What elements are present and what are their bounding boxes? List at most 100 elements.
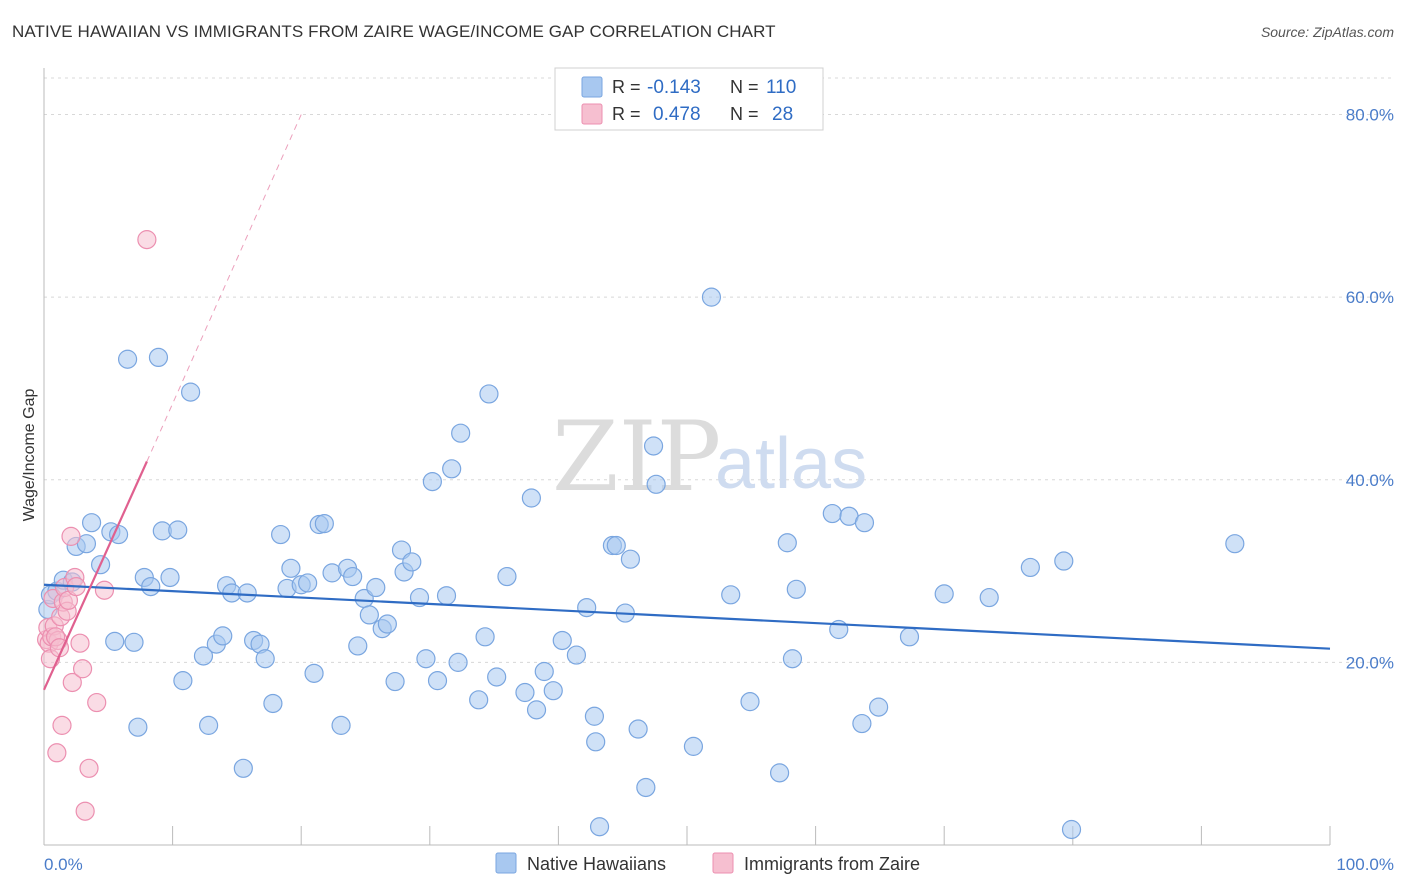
point-native-hawaiians-19 — [160, 567, 180, 588]
point-native-hawaiians-56 — [402, 552, 422, 572]
bottom-legend-immigrants-from-zaire: Immigrants from Zaire — [744, 854, 920, 874]
point-immigrants-from-zaire-19 — [70, 633, 90, 653]
point-native-hawaiians-103 — [899, 627, 920, 647]
point-native-hawaiians-24 — [199, 715, 219, 735]
point-native-hawaiians-21 — [173, 671, 193, 691]
point-native-hawaiians-95 — [782, 649, 803, 669]
point-native-hawaiians-63 — [448, 652, 468, 672]
point-native-hawaiians-89 — [683, 736, 704, 756]
legend-r-value-1: -0.143 — [647, 77, 701, 98]
point-native-hawaiians-73 — [534, 661, 554, 682]
bottom-legend-native-hawaiians: Native Hawaiians — [527, 854, 666, 874]
point-native-hawaiians-68 — [487, 667, 507, 687]
point-native-hawaiians-82 — [606, 535, 626, 556]
point-native-hawaiians-77 — [577, 597, 597, 618]
point-native-hawaiians-87 — [643, 436, 664, 456]
point-native-hawaiians-10 — [105, 631, 125, 651]
point-native-hawaiians-20 — [168, 520, 188, 540]
point-native-hawaiians-72 — [526, 700, 547, 720]
point-native-hawaiians-35 — [271, 524, 291, 545]
legend-n-value-1: 110 — [766, 77, 796, 98]
point-immigrants-from-zaire-10 — [52, 715, 72, 735]
point-native-hawaiians-86 — [636, 777, 656, 798]
point-immigrants-from-zaire-16 — [62, 672, 82, 693]
bottom-legend-swatch-blue — [495, 852, 517, 874]
y-tick-label-1: 40.0% — [1346, 471, 1394, 490]
legend-r-value-2: 0.478 — [653, 104, 701, 125]
point-native-hawaiians-69 — [497, 566, 517, 587]
legend-r-label-2: R = — [612, 104, 641, 124]
point-native-hawaiians-84 — [620, 549, 641, 569]
point-native-hawaiians-96 — [786, 579, 806, 599]
point-native-hawaiians-67 — [479, 384, 499, 404]
legend-n-label-1: N = — [730, 77, 759, 97]
point-native-hawaiians-26 — [213, 626, 233, 646]
source-label: Source: ZipAtlas.com — [1260, 24, 1394, 40]
point-native-hawaiians-61 — [436, 586, 457, 606]
x-tick-label-1: 100.0% — [1336, 855, 1394, 874]
correlation-legend: R = -0.143 N = 110 R = 0.478 N = 28 — [554, 67, 824, 131]
point-native-hawaiians-16 — [141, 576, 161, 597]
point-native-hawaiians-88 — [646, 474, 666, 494]
point-native-hawaiians-75 — [552, 630, 572, 651]
series-immigrants-from-zaire — [36, 230, 157, 821]
point-native-hawaiians-80 — [589, 817, 610, 837]
legend-n-label-2: N = — [730, 104, 759, 124]
point-native-hawaiians-91 — [721, 585, 741, 605]
trend-immigrants-from-zaire — [42, 461, 148, 691]
gridlines — [44, 77, 1392, 663]
point-native-hawaiians-40 — [304, 663, 324, 683]
point-native-hawaiians-37 — [281, 558, 301, 578]
point-native-hawaiians-78 — [584, 706, 605, 726]
point-immigrants-from-zaire-24 — [94, 580, 115, 600]
watermark: ZIP atlas — [552, 401, 867, 513]
point-native-hawaiians-90 — [701, 287, 722, 307]
point-native-hawaiians-30 — [237, 583, 257, 603]
point-native-hawaiians-107 — [1054, 551, 1074, 571]
point-native-hawaiians-47 — [348, 636, 368, 656]
point-native-hawaiians-23 — [193, 646, 214, 666]
point-native-hawaiians-49 — [359, 605, 379, 625]
point-native-hawaiians-13 — [124, 632, 144, 652]
point-immigrants-from-zaire-21 — [75, 801, 95, 821]
point-native-hawaiians-71 — [521, 488, 541, 508]
point-native-hawaiians-105 — [979, 587, 999, 608]
point-native-hawaiians-76 — [566, 645, 587, 665]
point-native-hawaiians-104 — [934, 584, 954, 604]
point-native-hawaiians-34 — [263, 693, 283, 714]
point-immigrants-from-zaire-23 — [87, 692, 107, 713]
point-native-hawaiians-59 — [422, 471, 442, 492]
y-tick-label-0: 20.0% — [1346, 653, 1394, 672]
bottom-legend-swatch-pink — [712, 852, 734, 874]
point-native-hawaiians-102 — [869, 697, 889, 717]
series-legend: Native Hawaiians Immigrants from Zaire — [495, 852, 920, 874]
point-native-hawaiians-93 — [769, 763, 790, 783]
point-native-hawaiians-12 — [117, 349, 138, 369]
point-native-hawaiians-7 — [81, 513, 102, 533]
point-native-hawaiians-109 — [1225, 534, 1245, 554]
point-native-hawaiians-29 — [233, 758, 253, 778]
watermark-atlas: atlas — [715, 424, 867, 504]
point-native-hawaiians-57 — [409, 587, 430, 608]
watermark-zip: ZIP — [552, 401, 721, 513]
point-native-hawaiians-6 — [76, 534, 97, 554]
x-tick-label-0: 0.0% — [44, 855, 83, 874]
y-tick-label-3: 80.0% — [1346, 106, 1394, 125]
point-native-hawaiians-62 — [442, 459, 462, 479]
point-native-hawaiians-74 — [543, 681, 563, 701]
point-native-hawaiians-79 — [586, 732, 606, 752]
y-tick-label-2: 60.0% — [1346, 288, 1394, 307]
series-native-hawaiians — [38, 287, 1245, 840]
point-native-hawaiians-64 — [451, 423, 471, 443]
point-native-hawaiians-97 — [822, 503, 842, 524]
point-native-hawaiians-42 — [314, 513, 334, 534]
legend-swatch-blue — [581, 76, 603, 98]
chart-title: NATIVE HAWAIIAN VS IMMIGRANTS FROM ZAIRE… — [12, 22, 776, 41]
point-native-hawaiians-85 — [628, 719, 648, 739]
point-native-hawaiians-106 — [1020, 557, 1040, 578]
point-native-hawaiians-100 — [852, 713, 872, 734]
point-native-hawaiians-92 — [740, 692, 760, 712]
trend-extension-immigrants-from-zaire — [146, 114, 302, 462]
point-immigrants-from-zaire-7 — [47, 743, 67, 763]
